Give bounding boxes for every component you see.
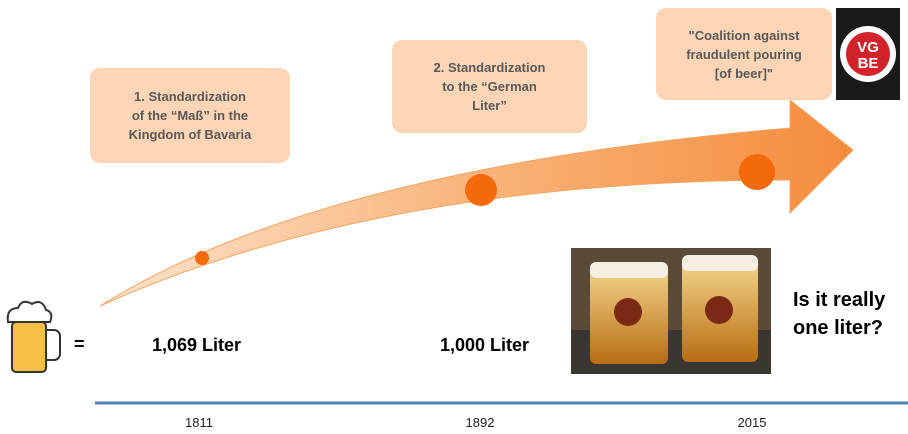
milestone-dot bbox=[465, 174, 497, 206]
box-line: Liter” bbox=[392, 96, 587, 115]
question: Is it really one liter? bbox=[793, 286, 885, 342]
year-label: 1892 bbox=[450, 415, 510, 430]
volume-label: 1,000 Liter bbox=[440, 335, 529, 356]
vgbe-logo: VG BE bbox=[836, 8, 900, 100]
milestone-box: "Coalition against fraudulent pouring [o… bbox=[656, 8, 832, 100]
year-label: 2015 bbox=[722, 415, 782, 430]
slide: VG BE 1. Standardization of the “Maß” in… bbox=[0, 0, 908, 434]
milestone-box: 2. Standardization to the “German Liter” bbox=[392, 40, 587, 133]
question-line: Is it really bbox=[793, 286, 885, 314]
volume-label: 1,069 Liter bbox=[152, 335, 241, 356]
box-line: fraudulent pouring bbox=[656, 45, 832, 64]
box-line: of the “Maß” in the bbox=[90, 106, 290, 125]
logo-text: VG bbox=[857, 39, 879, 56]
box-line: Kingdom of Bavaria bbox=[90, 125, 290, 144]
beer-icon bbox=[8, 302, 60, 372]
beer-photo bbox=[571, 248, 771, 374]
box-line: to the “German bbox=[392, 77, 587, 96]
milestone-box: 1. Standardization of the “Maß” in the K… bbox=[90, 68, 290, 163]
logo-text: BE bbox=[858, 55, 879, 72]
box-line: 2. Standardization bbox=[392, 58, 587, 77]
equals-sign: = bbox=[74, 334, 85, 355]
year-label: 1811 bbox=[169, 415, 229, 430]
box-line: "Coalition against bbox=[656, 26, 832, 45]
question-line: one liter? bbox=[793, 314, 885, 342]
milestone-dot bbox=[195, 251, 209, 265]
box-line: 1. Standardization bbox=[90, 87, 290, 106]
milestone-dot bbox=[739, 154, 775, 190]
box-line: [of beer]" bbox=[656, 64, 832, 83]
